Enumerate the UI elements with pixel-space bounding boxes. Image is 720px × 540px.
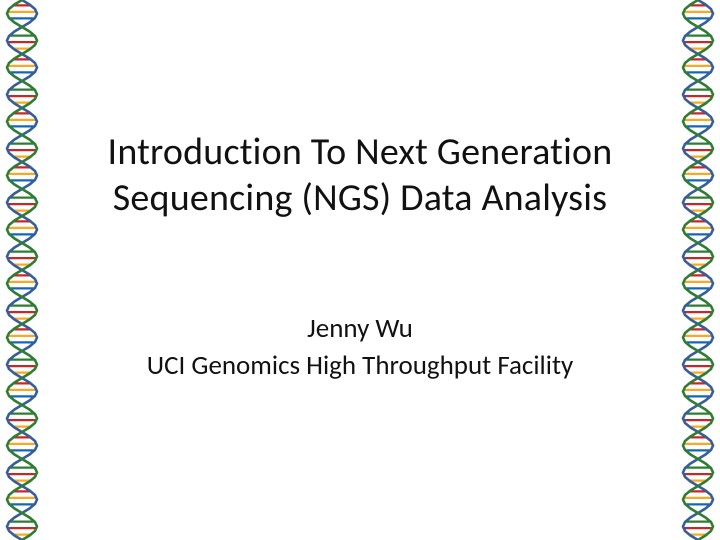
dna-border-right [676, 0, 720, 540]
dna-helix-icon [676, 162, 720, 216]
dna-helix-icon [676, 324, 720, 378]
dna-helix-icon [676, 378, 720, 432]
slide-title: Introduction To Next Generation Sequenci… [50, 130, 670, 221]
dna-helix-icon [0, 216, 44, 270]
dna-helix-icon [0, 0, 44, 54]
dna-helix-icon [0, 162, 44, 216]
dna-helix-icon [676, 486, 720, 540]
dna-helix-icon [0, 324, 44, 378]
dna-border-left [0, 0, 44, 540]
dna-helix-icon [676, 54, 720, 108]
title-slide: Introduction To Next Generation Sequenci… [0, 0, 720, 540]
dna-helix-icon [0, 270, 44, 324]
slide-content: Introduction To Next Generation Sequenci… [50, 0, 670, 384]
author-affiliation: UCI Genomics High Throughput Facility [50, 348, 670, 384]
author-block: Jenny Wu UCI Genomics High Throughput Fa… [50, 311, 670, 384]
dna-helix-icon [676, 270, 720, 324]
dna-helix-icon [0, 108, 44, 162]
dna-helix-icon [0, 378, 44, 432]
dna-helix-icon [676, 216, 720, 270]
dna-helix-icon [0, 54, 44, 108]
dna-helix-icon [0, 486, 44, 540]
author-name: Jenny Wu [50, 311, 670, 347]
dna-helix-icon [676, 432, 720, 486]
dna-helix-icon [0, 432, 44, 486]
dna-helix-icon [676, 0, 720, 54]
dna-helix-icon [676, 108, 720, 162]
